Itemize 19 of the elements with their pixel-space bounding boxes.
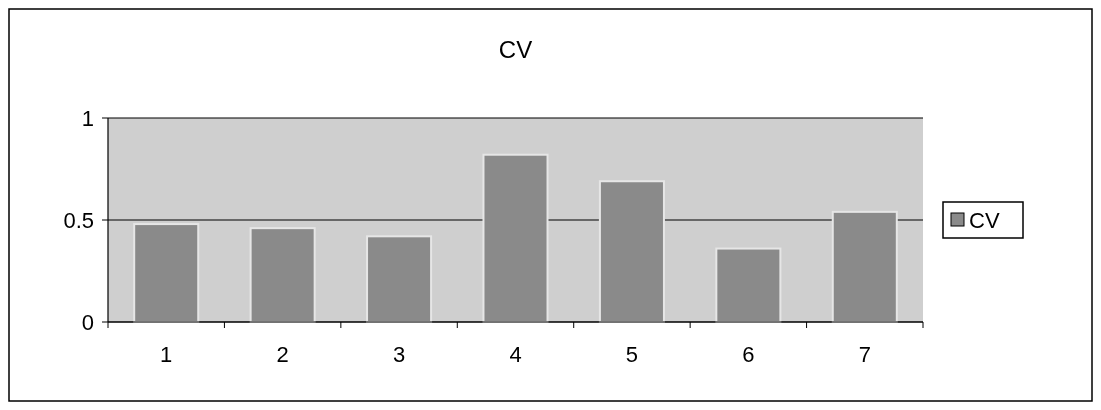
- bar: [249, 227, 316, 323]
- bar: [366, 235, 433, 323]
- bar: [598, 180, 665, 323]
- x-tick-label: 7: [858, 342, 871, 367]
- x-tick-label: 6: [742, 342, 755, 367]
- x-tick-label: 1: [160, 342, 173, 367]
- y-tick-label: 1: [81, 105, 94, 131]
- x-tick-label: 3: [392, 342, 406, 367]
- legend-label: CV: [969, 207, 1000, 233]
- x-tick-label: 5: [625, 342, 639, 367]
- chart-title: CV: [498, 36, 533, 63]
- y-tick-label: 0: [81, 309, 94, 335]
- bar: [482, 153, 549, 323]
- x-tick-label: 2: [276, 342, 289, 367]
- bar: [133, 223, 200, 323]
- bar: [831, 210, 898, 323]
- y-tick-label: 0.5: [63, 207, 94, 233]
- x-tick-label: 4: [509, 342, 522, 367]
- bar: [715, 247, 782, 323]
